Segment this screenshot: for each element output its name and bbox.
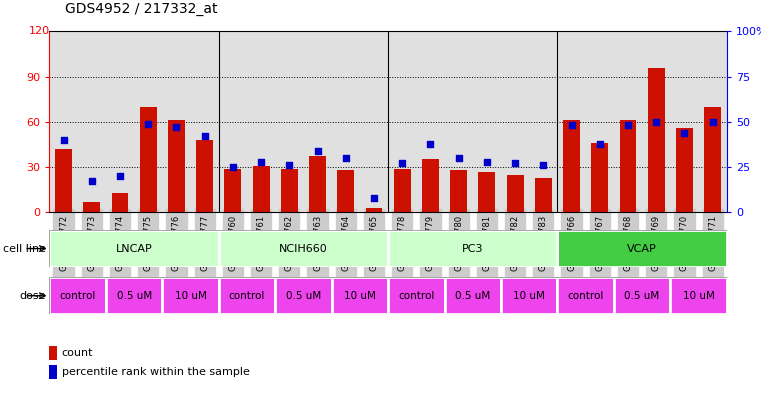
Text: 10 uM: 10 uM (344, 291, 376, 301)
Text: 0.5 uM: 0.5 uM (116, 291, 151, 301)
Point (339, 155, 352, 161)
Point (170, 124, 183, 130)
Point (396, 160, 409, 167)
Text: 10 uM: 10 uM (513, 291, 545, 301)
Bar (309, 156, 326, 212)
Bar (444, 277, 501, 314)
Bar (219, 230, 388, 267)
Point (255, 158, 267, 165)
Text: control: control (398, 291, 435, 301)
Point (58, 137, 70, 143)
Point (199, 133, 211, 140)
Bar (196, 140, 213, 212)
Text: VCAP: VCAP (627, 244, 657, 253)
Point (537, 162, 549, 168)
Point (481, 158, 493, 165)
Text: LNCAP: LNCAP (116, 244, 152, 253)
Bar (168, 120, 185, 212)
Bar (253, 165, 269, 212)
Text: percentile rank within the sample: percentile rank within the sample (62, 367, 250, 377)
Point (509, 160, 521, 167)
Bar (49, 277, 106, 314)
Point (425, 140, 437, 147)
Bar (591, 143, 608, 212)
Bar (393, 169, 411, 212)
Point (565, 122, 578, 129)
Text: dose: dose (19, 291, 46, 301)
Bar (275, 277, 332, 314)
Bar (281, 169, 298, 212)
Point (678, 130, 690, 136)
Point (283, 162, 295, 168)
Point (227, 164, 239, 170)
Text: 10 uM: 10 uM (174, 291, 206, 301)
Text: control: control (568, 291, 603, 301)
Text: 0.5 uM: 0.5 uM (286, 291, 321, 301)
Text: control: control (229, 291, 265, 301)
Bar (219, 277, 275, 314)
Bar (112, 193, 129, 212)
Text: count: count (62, 347, 93, 358)
Bar (388, 277, 444, 314)
Bar (49, 365, 57, 379)
Bar (507, 174, 524, 212)
Point (142, 121, 154, 127)
Bar (140, 107, 157, 212)
Bar (49, 230, 218, 267)
Point (368, 195, 380, 201)
Bar (332, 277, 388, 314)
Bar (388, 230, 557, 267)
Bar (563, 120, 580, 212)
Bar (557, 230, 727, 267)
Bar (535, 178, 552, 212)
Bar (479, 171, 495, 212)
Bar (557, 277, 614, 314)
Bar (619, 120, 636, 212)
Bar (451, 170, 467, 212)
Bar (337, 170, 354, 212)
Point (86, 178, 98, 185)
Point (311, 148, 323, 154)
Bar (614, 277, 670, 314)
Point (594, 140, 606, 147)
Text: control: control (59, 291, 96, 301)
Bar (422, 160, 439, 212)
Text: PC3: PC3 (462, 244, 483, 253)
Bar (224, 169, 241, 212)
Bar (704, 107, 721, 212)
Text: 10 uM: 10 uM (683, 291, 715, 301)
Text: 0.5 uM: 0.5 uM (625, 291, 660, 301)
Bar (670, 277, 727, 314)
Text: NCIH660: NCIH660 (279, 244, 328, 253)
Bar (676, 128, 693, 212)
Point (706, 119, 718, 125)
Bar (162, 277, 219, 314)
Text: GDS4952 / 217332_at: GDS4952 / 217332_at (65, 2, 217, 16)
Text: 0.5 uM: 0.5 uM (455, 291, 490, 301)
Bar (55, 149, 72, 212)
Point (453, 155, 465, 161)
Bar (84, 202, 100, 212)
Point (114, 173, 126, 179)
Point (650, 119, 662, 125)
Text: cell line: cell line (2, 244, 46, 253)
Point (622, 122, 634, 129)
Text: 120: 120 (28, 26, 49, 37)
Bar (501, 277, 557, 314)
Bar (648, 68, 664, 212)
Bar (365, 208, 383, 212)
Bar (49, 346, 57, 360)
Bar (106, 277, 162, 314)
